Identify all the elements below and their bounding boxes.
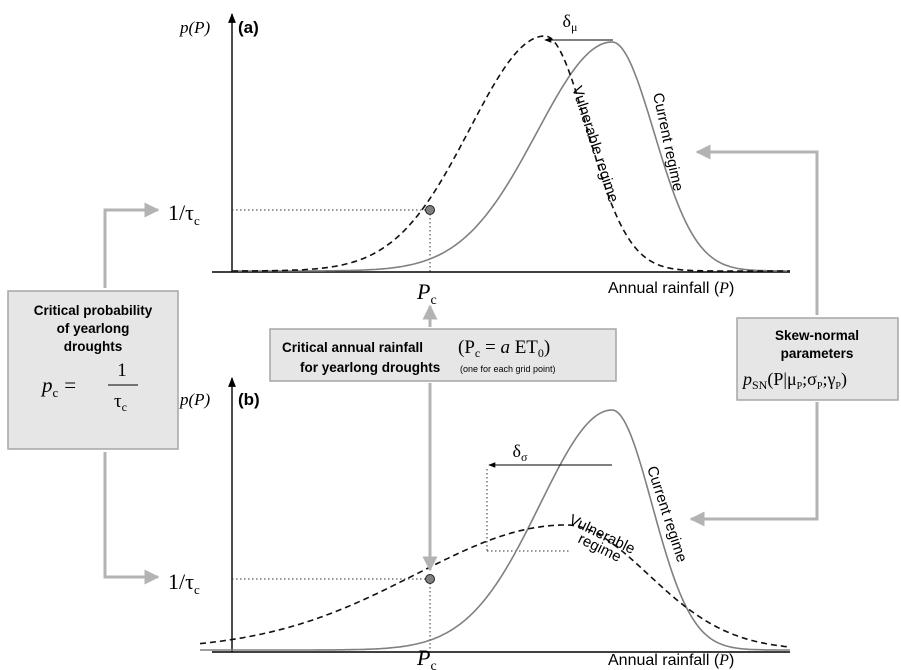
panel-a-shift-label: δμ <box>563 11 578 34</box>
panel-a-current-label: Current regime <box>649 91 686 192</box>
panel-a-x-axis-label: Annual rainfall (P) <box>608 280 734 297</box>
panel-b-threshold-label: 1/τc <box>168 569 200 597</box>
critical-rainfall-title: Critical annual rainfall <box>282 340 423 355</box>
skew-normal-formula: pSN(P|μP;σP;γP) <box>741 369 847 392</box>
panel-b-current-label: Current regime <box>643 464 690 564</box>
skew-normal-title-2: parameters <box>781 346 854 361</box>
arrow-skew-to-panel-a <box>695 144 819 315</box>
critical-probability-box: Critical probability of yearlong drought… <box>7 290 179 450</box>
arrow-skew-to-panel-b <box>689 402 819 527</box>
critical-probability-title-1: Critical probability <box>34 303 153 318</box>
panel-a-label: (a) <box>238 18 259 37</box>
connector-arrows <box>103 144 819 585</box>
arrow-probability-to-panel-b <box>103 452 160 585</box>
critical-probability-title-2: of yearlong <box>57 321 130 336</box>
panel-a: δμ p(P) (a) 1/τc Pc Annual rainfall (P) … <box>168 11 790 308</box>
skew-normal-box-bg <box>736 317 899 401</box>
panel-a-vulnerable-label: Vulnerable regime <box>568 84 622 205</box>
panel-b-y-axis-label: p(P) <box>179 390 211 409</box>
critical-probability-box-bg <box>7 290 179 450</box>
skew-normal-title-1: Skew-normal <box>775 328 859 343</box>
critical-rainfall-formula: (Pc = a ET0) <box>458 337 550 360</box>
arrow-probability-to-panel-a <box>103 202 160 288</box>
panel-b-shift-label: δσ <box>513 441 528 464</box>
critical-rainfall-box: Critical annual rainfall (Pc = a ET0) fo… <box>269 328 617 382</box>
critical-probability-formula-denominator: τc <box>114 391 127 414</box>
critical-probability-formula-lhs: pc = <box>40 373 76 400</box>
critical-probability-formula-numerator: 1 <box>117 360 127 381</box>
critical-rainfall-note: (one for each grid point) <box>460 364 556 374</box>
panel-a-current-regime-curve <box>232 41 790 272</box>
panel-b-vulnerable-regime-curve <box>199 524 791 648</box>
critical-rainfall-box-bg <box>269 328 617 382</box>
panel-b-label: (b) <box>238 390 260 409</box>
panel-b-current-regime-curve <box>200 409 790 651</box>
panel-a-threshold-label: 1/τc <box>168 200 200 228</box>
panel-a-critical-label: Pc <box>416 279 437 308</box>
panel-b-critical-label: Pc <box>416 645 437 670</box>
panel-a-y-axis-label: p(P) <box>179 18 211 37</box>
panel-b-x-axis-label: Annual rainfall (P) <box>608 652 734 669</box>
panel-a-critical-point <box>425 205 435 215</box>
skew-normal-box: Skew-normal parameters pSN(P|μP;σP;γP) <box>736 317 899 401</box>
panel-b-critical-point <box>425 574 435 584</box>
critical-rainfall-subtitle: for yearlong droughts <box>300 360 440 375</box>
panel-a-vulnerable-regime-curve <box>232 35 790 272</box>
critical-probability-title-3: droughts <box>64 339 123 354</box>
panel-b: δσ p(P) (b) 1/τc Pc Annual rainfall (P) … <box>168 377 791 670</box>
